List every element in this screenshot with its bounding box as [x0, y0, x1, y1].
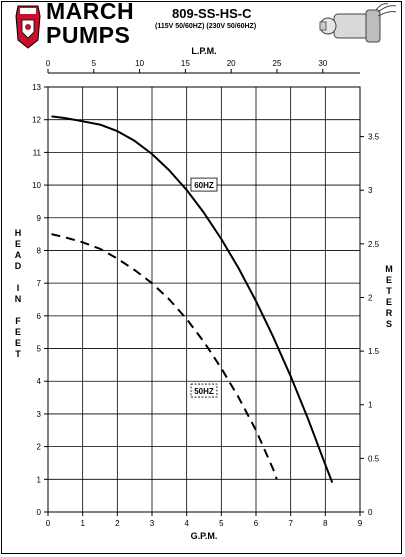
y-axis-label-letter: A [15, 250, 22, 260]
y-tick-label: 0 [37, 508, 42, 517]
y-tick-label: 9 [37, 214, 42, 223]
x-tick-label: 6 [254, 519, 259, 528]
top-tick-label: 0 [46, 59, 51, 68]
y-tick-label: 5 [37, 345, 42, 354]
top-tick-label: 15 [181, 59, 190, 68]
y-tick-label: 8 [37, 246, 42, 255]
y-axis-label-letter: E [15, 338, 21, 348]
y-tick-label: 10 [32, 181, 41, 190]
y-tick-label: 11 [33, 148, 42, 157]
pump-illustration [319, 3, 397, 43]
x-axis-label: G.P.M. [191, 531, 218, 541]
y-tick-label: 4 [37, 377, 42, 386]
y-tick-label: 12 [32, 116, 41, 125]
top-tick-label: 25 [273, 59, 282, 68]
right-axis-label-letter: R [386, 308, 393, 318]
y-tick-label: 2 [37, 443, 42, 452]
right-tick-label: 3 [368, 186, 373, 195]
series-label-60hz: 60HZ [194, 181, 214, 190]
top-tick-label: 30 [318, 59, 327, 68]
x-tick-label: 2 [115, 519, 120, 528]
y-axis-label-letter: N [15, 294, 22, 304]
right-tick-label: 1.5 [368, 347, 380, 356]
series-line-50hz [51, 233, 278, 480]
y-tick-label: 1 [37, 475, 42, 484]
y-axis-label-letter: I [17, 283, 20, 293]
y-axis-label-letter: E [15, 239, 21, 249]
x-tick-label: 3 [150, 519, 155, 528]
right-axis-label-letter: S [386, 319, 392, 329]
right-axis-label-letter: E [386, 275, 392, 285]
x-tick-label: 7 [288, 519, 293, 528]
x-tick-label: 4 [184, 519, 189, 528]
x-tick-label: 9 [358, 519, 363, 528]
march-pumps-logo [15, 5, 41, 49]
x-tick-label: 8 [323, 519, 328, 528]
right-axis-label-letter: M [385, 264, 393, 274]
y-tick-label: 6 [37, 312, 42, 321]
series-label-50hz: 50HZ [194, 387, 214, 396]
series-label-box [190, 177, 218, 192]
right-tick-label: 2 [368, 293, 373, 302]
y-tick-label: 7 [37, 279, 42, 288]
right-tick-label: 0.5 [368, 454, 380, 463]
right-axis-label-letter: T [386, 286, 392, 296]
y-tick-label: 3 [37, 410, 42, 419]
brand-line-1: MARCH [46, 0, 135, 24]
y-axis-label-letter: F [15, 316, 21, 326]
top-tick-label: 5 [92, 59, 97, 68]
y-tick-label: 13 [32, 83, 41, 92]
y-axis-label-letter: D [15, 261, 22, 271]
model-title: 809-SS-HS-C [172, 6, 252, 21]
voltage-subtitle: (115V 50/60HZ) (230V 50/60HZ) [155, 23, 257, 30]
y-axis-label-letter: T [15, 349, 21, 359]
right-tick-label: 2.5 [368, 240, 380, 249]
top-tick-label: 10 [135, 59, 144, 68]
series-line-60hz [51, 115, 334, 483]
top-axis-label: L.P.M. [191, 46, 216, 56]
right-axis-label-letter: E [386, 297, 392, 307]
brand-line-2: PUMPS [46, 22, 131, 48]
right-tick-label: 0 [368, 508, 373, 517]
y-axis-label-letter: H [15, 228, 22, 238]
y-axis-label-letter: E [15, 327, 21, 337]
right-tick-label: 3.5 [368, 133, 380, 142]
x-tick-label: 5 [219, 519, 224, 528]
plot-area [47, 86, 361, 513]
top-tick-label: 20 [227, 59, 236, 68]
x-tick-label: 1 [80, 519, 85, 528]
right-tick-label: 1 [368, 401, 373, 410]
x-tick-label: 0 [46, 519, 51, 528]
series-label-box [190, 383, 218, 398]
